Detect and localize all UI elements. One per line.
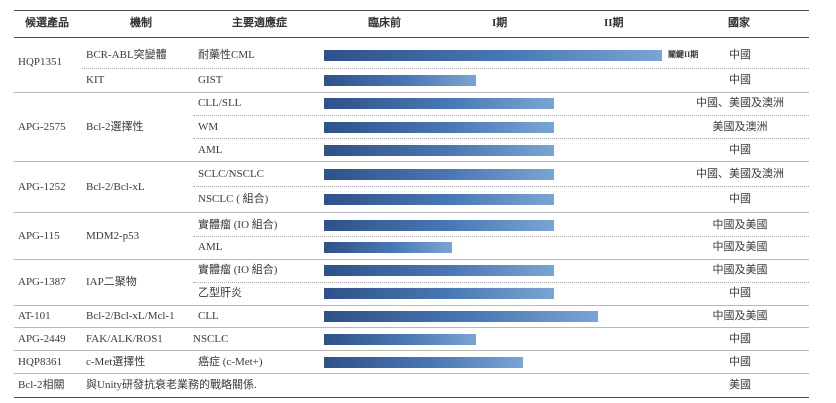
row-divider [82,68,809,69]
indication-label: NSCLC [193,333,229,345]
region-label: 中國 [729,287,751,299]
progress-bar [324,242,453,253]
mechanism-label: Bcl-2選擇性 [86,121,144,133]
header-bottom-rule [14,37,809,38]
region-label: 中國及美國 [712,219,768,231]
indication-label: SCLC/NSCLC [198,168,265,180]
table-bottom-rule [14,397,809,398]
group-divider [14,350,809,351]
progress-bar [324,311,598,322]
region-label: 中國 [729,74,751,86]
candidate-name: Bcl-2相關 [18,379,65,391]
region-label: 中國及美國 [712,264,768,276]
region-label: 美國及澳洲 [712,121,768,133]
mechanism-label: 與Unity研發抗衰老業務的戰略關係. [86,379,257,391]
indication-label: CLL/SLL [198,97,242,109]
row-divider [193,138,809,139]
header-region: 國家 [728,17,750,29]
indication-label: AML [198,144,223,156]
indication-label: GIST [198,74,223,86]
group-divider [14,161,809,162]
mechanism-label: IAP二聚物 [86,276,137,288]
progress-bar [324,334,477,345]
indication-label: NSCLC ( 組合) [198,193,269,205]
header-mechanism: 機制 [130,17,152,29]
stage-note: 關鍵II期 [668,50,699,59]
indication-label: CLL [198,310,219,322]
candidate-name: AT-101 [18,310,51,322]
indication-label: 耐藥性CML [198,49,255,61]
candidate-name: APG-1252 [18,181,66,193]
group-divider [14,373,809,374]
indication-label: WM [198,121,219,133]
group-divider [14,327,809,328]
progress-bar [324,194,554,205]
progress-bar [324,122,554,133]
region-label: 中國 [729,356,751,368]
indication-label: 實體瘤 (IO 組合) [198,264,278,276]
header-candidate: 候選產品 [25,17,69,29]
group-divider [14,92,809,93]
mechanism-label: Bcl-2/Bcl-xL [86,181,145,193]
progress-bar [324,145,554,156]
indication-label: 癌症 (c-Met+) [198,356,263,368]
candidate-name: APG-2449 [18,333,66,345]
header-preclinical: 臨床前 [368,17,401,29]
progress-bar [324,50,662,61]
candidate-name: APG-1387 [18,276,66,288]
group-divider [14,212,809,213]
region-label: 中國 [729,193,751,205]
progress-bar [324,288,554,299]
group-divider [14,305,809,306]
region-label: 中國 [729,144,751,156]
mechanism-label: KIT [86,74,105,86]
mechanism-label: c-Met選擇性 [86,356,146,368]
header-indication: 主要適應症 [232,17,287,29]
mechanism-label: Bcl-2/Bcl-xL/Mcl-1 [86,310,175,322]
row-divider [193,236,809,237]
region-label: 美國 [729,379,751,391]
region-label: 中國 [729,333,751,345]
progress-bar [324,169,554,180]
mechanism-label: MDM2-p53 [86,230,140,242]
progress-bar [324,265,554,276]
indication-label: AML [198,241,223,253]
progress-bar [324,75,477,86]
mechanism-label: BCR-ABL突變體 [86,49,167,61]
candidate-name: HQP1351 [18,56,63,68]
group-divider [14,259,809,260]
indication-label: 實體瘤 (IO 組合) [198,219,278,231]
row-divider [193,115,809,116]
header-phase2: II期 [604,17,624,29]
candidate-name: HQP8361 [18,356,63,368]
progress-bar [324,220,554,231]
row-divider [193,282,809,283]
progress-bar [324,98,554,109]
region-label: 中國及美國 [712,310,768,322]
header-phase1: I期 [492,17,508,29]
candidate-name: APG-2575 [18,121,66,133]
region-label: 中國、美國及澳洲 [696,168,784,180]
candidate-name: APG-115 [18,230,60,242]
header-top-rule [14,10,809,11]
row-divider [193,186,809,187]
progress-bar [324,357,524,368]
region-label: 中國、美國及澳洲 [696,97,784,109]
mechanism-label: FAK/ALK/ROS1 [86,333,163,345]
indication-label: 乙型肝炎 [198,287,242,299]
region-label: 中國及美國 [712,241,768,253]
region-label: 中國 [729,49,751,61]
